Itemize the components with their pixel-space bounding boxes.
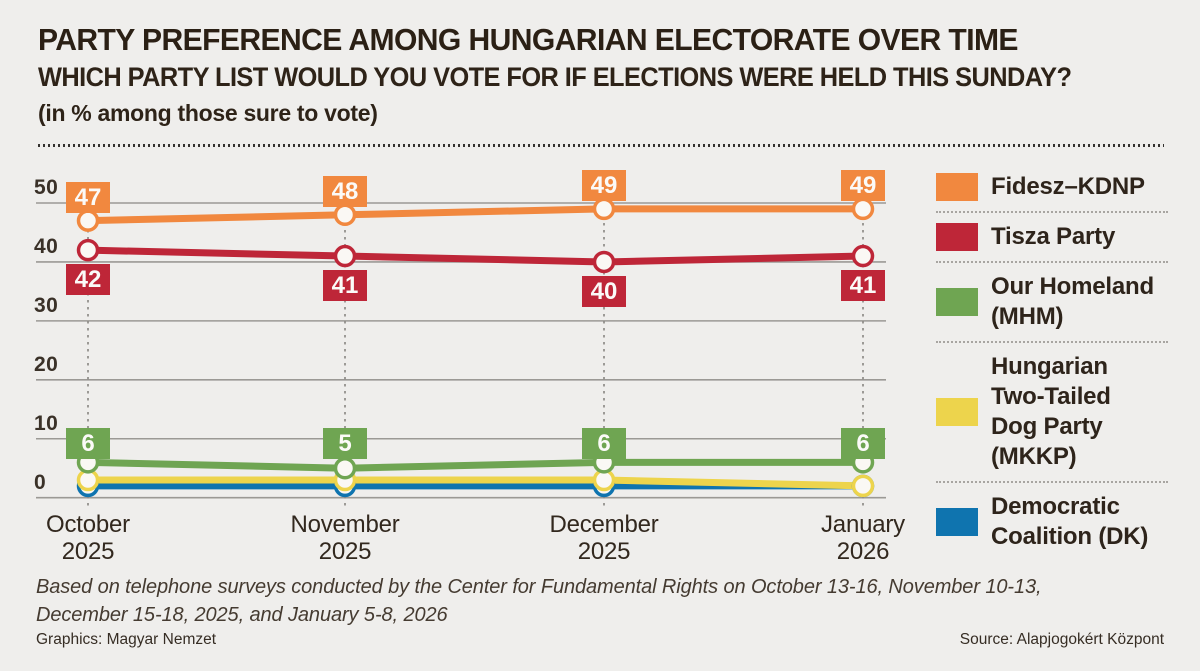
y-tick-30: 30	[34, 293, 59, 317]
legend-item-democratic-coalition-dk: Democratic Coalition (DK)	[936, 486, 1168, 558]
series-line-hungarian-two-tailed-dog-party-mkkp	[88, 476, 864, 490]
legend-item-tisza-party: Tisza Party	[936, 216, 1168, 258]
legend-label: Tisza Party	[991, 223, 1116, 250]
value-label-our-homeland-mhm-2: 6	[582, 428, 626, 459]
legend-divider	[936, 261, 1168, 263]
chart-subtitle: WHICH PARTY LIST WOULD YOU VOTE FOR IF E…	[38, 62, 1072, 92]
unit-note: (in % among those sure to vote)	[38, 100, 378, 126]
value-label-our-homeland-mhm-0: 6	[66, 428, 110, 459]
x-tick-december-2025: December 2025	[549, 511, 659, 565]
legend-swatch-hungarian-two-tailed-dog-party-mkkp	[936, 398, 978, 426]
series-line-tisza-party	[87, 246, 864, 266]
marker-fidesz-kdnp-3	[851, 197, 875, 221]
credits-row: Graphics: Magyar Nemzet Source: Alapjogo…	[36, 631, 1164, 649]
value-label-our-homeland-mhm-1: 5	[323, 428, 367, 459]
legend-divider	[936, 341, 1168, 343]
graphics-credit: Graphics: Magyar Nemzet	[36, 631, 217, 648]
value-label-fidesz-kdnp-1: 48	[323, 175, 367, 207]
legend-label: Fidesz–KDNP	[991, 173, 1145, 200]
x-tick-october-2025: October 2025	[46, 511, 130, 565]
x-tick-january-2026: January 2026	[821, 511, 905, 565]
value-label-tisza-party-2: 40	[582, 275, 626, 307]
legend-swatch-democratic-coalition-dk	[936, 508, 978, 536]
legend-label: Democratic Coalition (DK)	[991, 493, 1149, 550]
value-label-fidesz-kdnp-2: 49	[582, 169, 626, 201]
legend-item-our-homeland-mhm: Our Homeland (MHM)	[936, 266, 1168, 338]
series-line-fidesz-kdnp	[87, 205, 863, 225]
legend-label: Our Homeland (MHM)	[991, 273, 1154, 330]
legend-divider	[936, 481, 1168, 483]
legend-swatch-fidesz-kdnp	[936, 173, 978, 201]
y-tick-20: 20	[34, 352, 59, 376]
marker-fidesz-kdnp-2	[592, 197, 616, 221]
legend-swatch-our-homeland-mhm	[936, 288, 978, 316]
methodology-note: Based on telephone surveys conducted by …	[36, 576, 1042, 626]
legend-label: Hungarian Two-Tailed Dog Party (MKKP)	[991, 353, 1111, 470]
marker-tisza-party-0	[76, 238, 100, 262]
y-tick-10: 10	[34, 411, 59, 435]
value-label-fidesz-kdnp-0: 47	[66, 181, 110, 213]
marker-tisza-party-3	[851, 244, 875, 268]
value-label-our-homeland-mhm-3: 6	[841, 428, 885, 459]
legend-item-fidesz-kdnp: Fidesz–KDNP	[936, 166, 1168, 208]
value-label-fidesz-kdnp-3: 49	[841, 169, 885, 201]
marker-tisza-party-1	[333, 244, 357, 268]
value-label-tisza-party-1: 41	[323, 270, 367, 302]
page-title: PARTY PREFERENCE AMONG HUNGARIAN ELECTOR…	[38, 22, 1018, 57]
header-divider	[38, 144, 1164, 147]
marker-tisza-party-2	[592, 250, 616, 274]
source-credit: Source: Alapjogokért Központ	[959, 631, 1164, 648]
marker-fidesz-kdnp-1	[333, 203, 357, 227]
marker-fidesz-kdnp-0	[76, 209, 100, 232]
legend-divider	[936, 211, 1168, 213]
marker-hungarian-two-tailed-dog-party-mkkp-3	[851, 474, 875, 498]
value-label-tisza-party-0: 42	[66, 264, 110, 296]
x-tick-november-2025: November 2025	[290, 511, 400, 565]
legend-item-hungarian-two-tailed-dog-party-mkkp: Hungarian Two-Tailed Dog Party (MKKP)	[936, 346, 1168, 478]
series-line-our-homeland-mhm	[87, 458, 863, 472]
value-label-tisza-party-3: 41	[841, 270, 885, 302]
legend-swatch-tisza-party	[936, 223, 978, 251]
chart-legend: Fidesz–KDNP Tisza Party Our Homeland (MHM)…	[936, 166, 1168, 558]
y-tick-40: 40	[34, 234, 59, 258]
y-tick-50: 50	[34, 176, 59, 199]
marker-our-homeland-mhm-1	[333, 456, 357, 480]
y-tick-0: 0	[34, 470, 47, 494]
